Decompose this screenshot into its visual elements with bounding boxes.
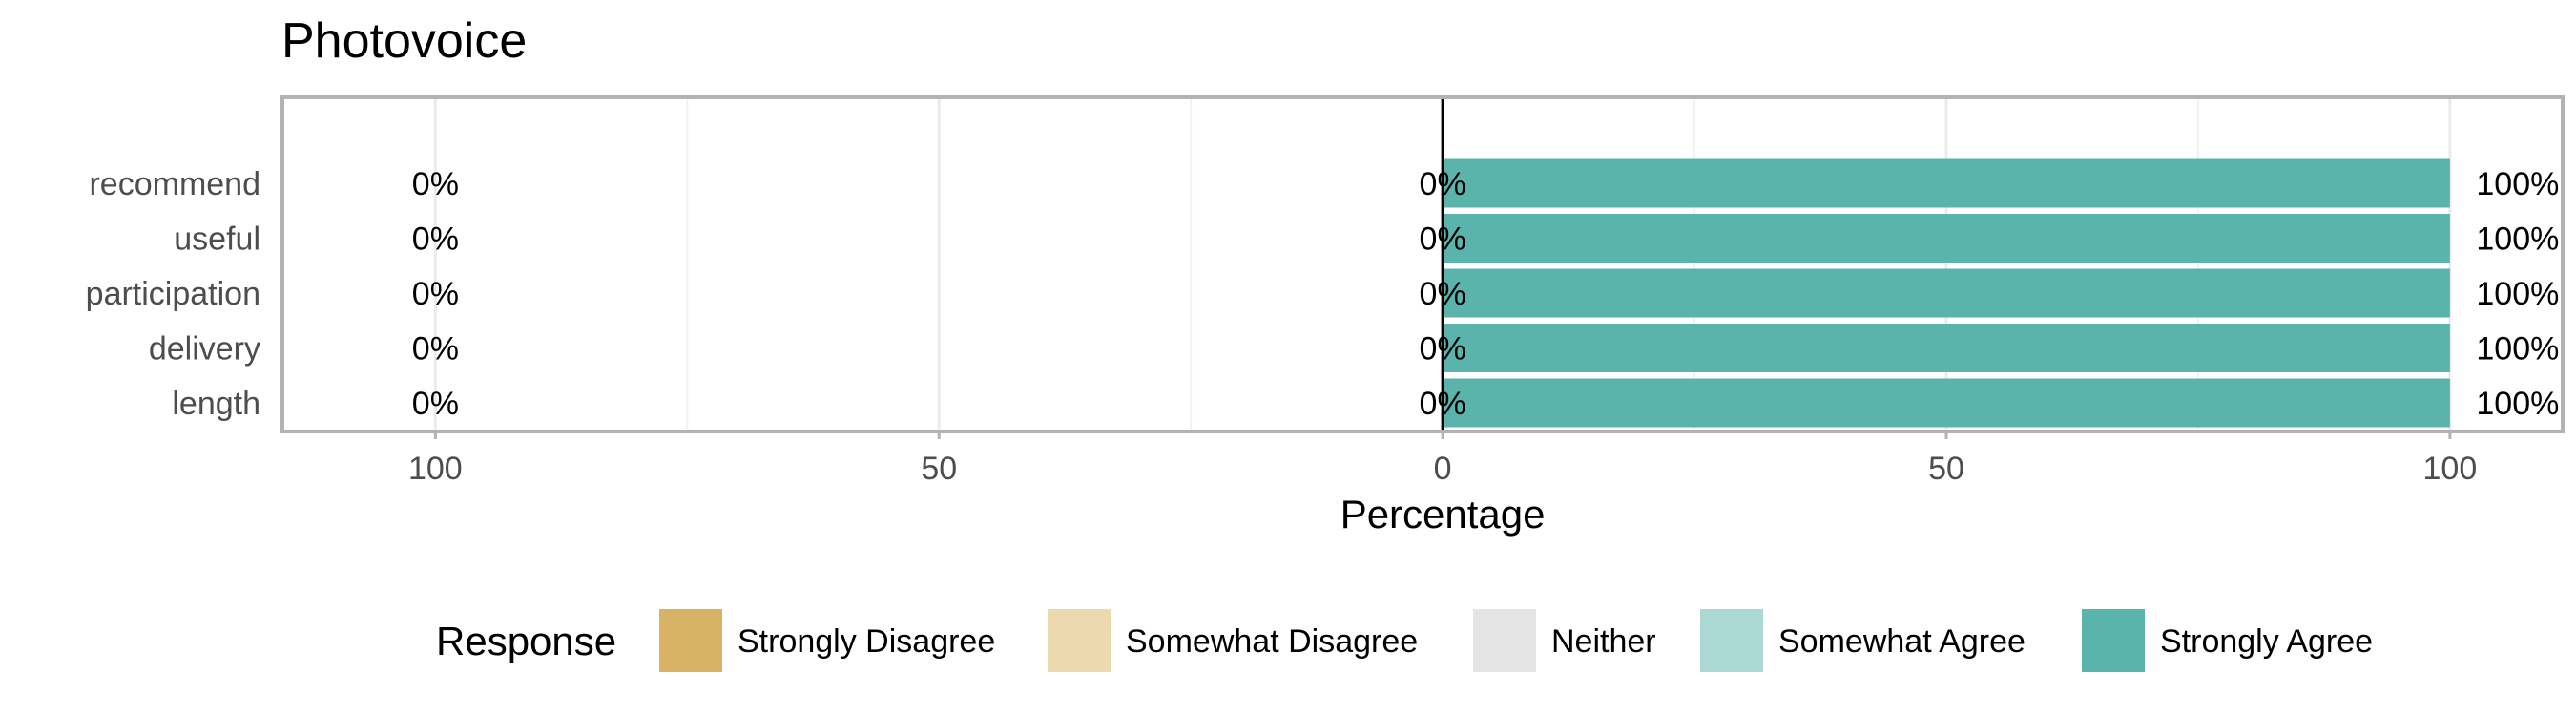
legend-label: Strongly Agree [2160,623,2373,660]
value-label-left: 0% [412,276,459,312]
category-label: participation [86,276,260,312]
value-label-left: 0% [412,386,459,422]
legend-key [2080,607,2147,674]
legend-key [1698,607,1765,674]
legend-label: Neither [1551,623,1656,660]
bar-participation-strongly-agree [1443,268,2450,318]
bar-length-strongly-agree [1443,378,2450,428]
value-label-center: 0% [1420,386,1466,422]
value-label-left: 0% [412,221,459,258]
category-label: delivery [149,331,260,368]
value-label-right: 100% [2476,331,2559,368]
bar-delivery-strongly-agree [1443,324,2450,372]
legend-label: Strongly Disagree [737,623,995,660]
legend-label: Somewhat Agree [1778,623,2025,660]
x-axis-title: Percentage [1340,492,1546,537]
value-label-left: 0% [412,166,459,202]
value-label-center: 0% [1420,276,1466,312]
x-tick-label: 100 [408,451,463,487]
value-label-center: 0% [1420,331,1466,368]
legend-items: Strongly Disagree Somewhat Disagree Neithe… [657,607,2373,674]
x-tick-label: 100 [2423,451,2478,487]
category-label: useful [174,221,260,258]
x-tick-label: 0 [1434,451,1452,487]
value-label-right: 100% [2476,166,2559,202]
value-label-right: 100% [2476,276,2559,312]
x-tick-label: 50 [1928,451,1964,487]
category-label: length [172,386,260,422]
chart-title: Photovoice [281,13,527,69]
legend-title: Response [436,619,616,663]
value-label-left: 0% [412,331,459,368]
bar-recommend-strongly-agree [1443,158,2450,208]
bar-useful-strongly-agree [1443,214,2450,263]
legend-key [1046,607,1112,674]
value-label-right: 100% [2476,386,2559,422]
legend-key [657,607,724,674]
x-tick-label: 50 [921,451,957,487]
value-labels: 0% 0% 100% 0% 0% 100% 0% 0% 100% 0% 0% 100% 0% 0% 100% [412,166,2560,422]
bars [1443,158,2450,428]
plot-panel [280,95,2565,433]
legend: Response Strongly Disagree Somewhat Disag… [436,607,2373,674]
value-label-center: 0% [1420,221,1466,258]
category-labels: recommend useful participation delivery leng… [86,166,260,422]
legend-label: Somewhat Disagree [1126,623,1418,660]
value-label-center: 0% [1420,166,1466,202]
value-label-right: 100% [2476,221,2559,258]
x-axis-ticks: 100 50 0 50 100 [408,432,2477,487]
category-label: recommend [89,166,260,202]
legend-key [1471,607,1538,674]
